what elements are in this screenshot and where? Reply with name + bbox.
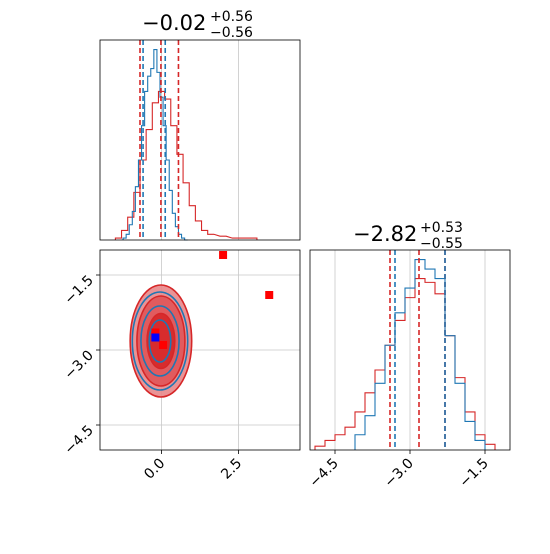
joint-ytick-label-1: −3.0: [61, 348, 96, 383]
joint-blue-marker-0: [151, 333, 160, 342]
title-param-2-sub: −0.55: [420, 236, 463, 252]
joint-blue-contour-2: [148, 319, 172, 363]
p2-xtick-label-0: −4.5: [306, 456, 341, 491]
joint-blue-contour-0: [131, 291, 189, 391]
title-param-1: −0.02 +0.56 −0.56: [142, 9, 253, 41]
joint-red-marker-3: [265, 291, 274, 299]
joint-blue-contour-1: [140, 305, 180, 377]
joint-ytick-label-2: −1.5: [61, 273, 96, 308]
title-param-1-sup: +0.56: [210, 9, 253, 25]
title-param-2-sup: +0.53: [420, 220, 463, 236]
p1-hist-blue: [122, 48, 188, 241]
joint-red-marker-1: [159, 341, 168, 349]
joint-xtick-label-0: 0.0: [141, 456, 168, 483]
joint-ytick-label-0: −4.5: [61, 423, 96, 458]
title-param-2-main: −2.82: [353, 222, 417, 246]
joint-xtick-label-1: 2.5: [218, 456, 245, 483]
title-param-1-sub: −0.56: [210, 25, 253, 41]
p2-hist-blue: [354, 258, 486, 450]
p2-xtick-label-1: −3.0: [381, 456, 416, 491]
joint-red-marker-2: [219, 251, 228, 259]
p2-xtick-label-2: −1.5: [456, 456, 491, 491]
p1-hist-red: [114, 90, 258, 240]
joint-red-marker-0: [151, 328, 160, 337]
title-param-2: −2.82 +0.53 −0.55: [353, 220, 463, 252]
p1-frame: [99, 39, 301, 241]
title-param-1-main: −0.02: [142, 11, 206, 35]
